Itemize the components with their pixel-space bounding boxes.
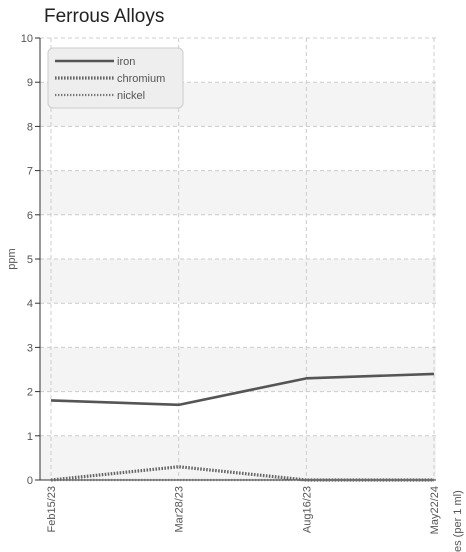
y-tick-label: 3 [27,342,33,354]
series-line-chromium [50,465,434,482]
x-tick-label: May22/24 [429,486,441,534]
plot-band [40,391,436,436]
y-tick-label: 10 [21,33,33,45]
plot-band [40,303,436,348]
plot-background [40,38,436,480]
y-tick-label: 4 [27,298,33,310]
y-tick-label: 6 [27,210,33,222]
y-tick-label: 8 [27,121,33,133]
y-tick-label: 9 [27,77,33,89]
x-axis-label: es (per 1 ml) [452,490,464,552]
x-tick-labels: Feb15/23 Mar28/23 Aug16/23 May22/24 [46,486,441,534]
legend-label-chromium: chromium [117,73,165,85]
y-tick-label: 2 [27,387,33,399]
plot-band [40,259,436,304]
y-axis-label: ppm [6,248,18,269]
y-tick-label: 5 [27,254,33,266]
y-tick-labels: 0 1 2 3 4 5 6 7 8 9 10 [21,33,40,487]
y-tick-label: 7 [27,166,33,178]
plot-band [40,435,436,480]
legend-label-iron: iron [117,56,135,68]
x-tick-label: Aug16/23 [301,486,313,533]
y-tick-label: 1 [27,431,33,443]
plot-band [40,126,436,171]
x-tick-label: Feb15/23 [46,486,58,532]
plot-band [40,214,436,259]
series-line-iron [50,372,435,407]
legend: iron chromium nickel [47,47,184,109]
legend-label-nickel: nickel [117,90,145,102]
legend-box [47,47,184,109]
plot-band [40,170,436,215]
x-tick-label: Mar28/23 [174,486,186,532]
y-tick-label: 0 [27,475,33,487]
chart-title: Ferrous Alloys [44,6,165,27]
plot-band [40,347,436,392]
series-lines [50,372,435,482]
